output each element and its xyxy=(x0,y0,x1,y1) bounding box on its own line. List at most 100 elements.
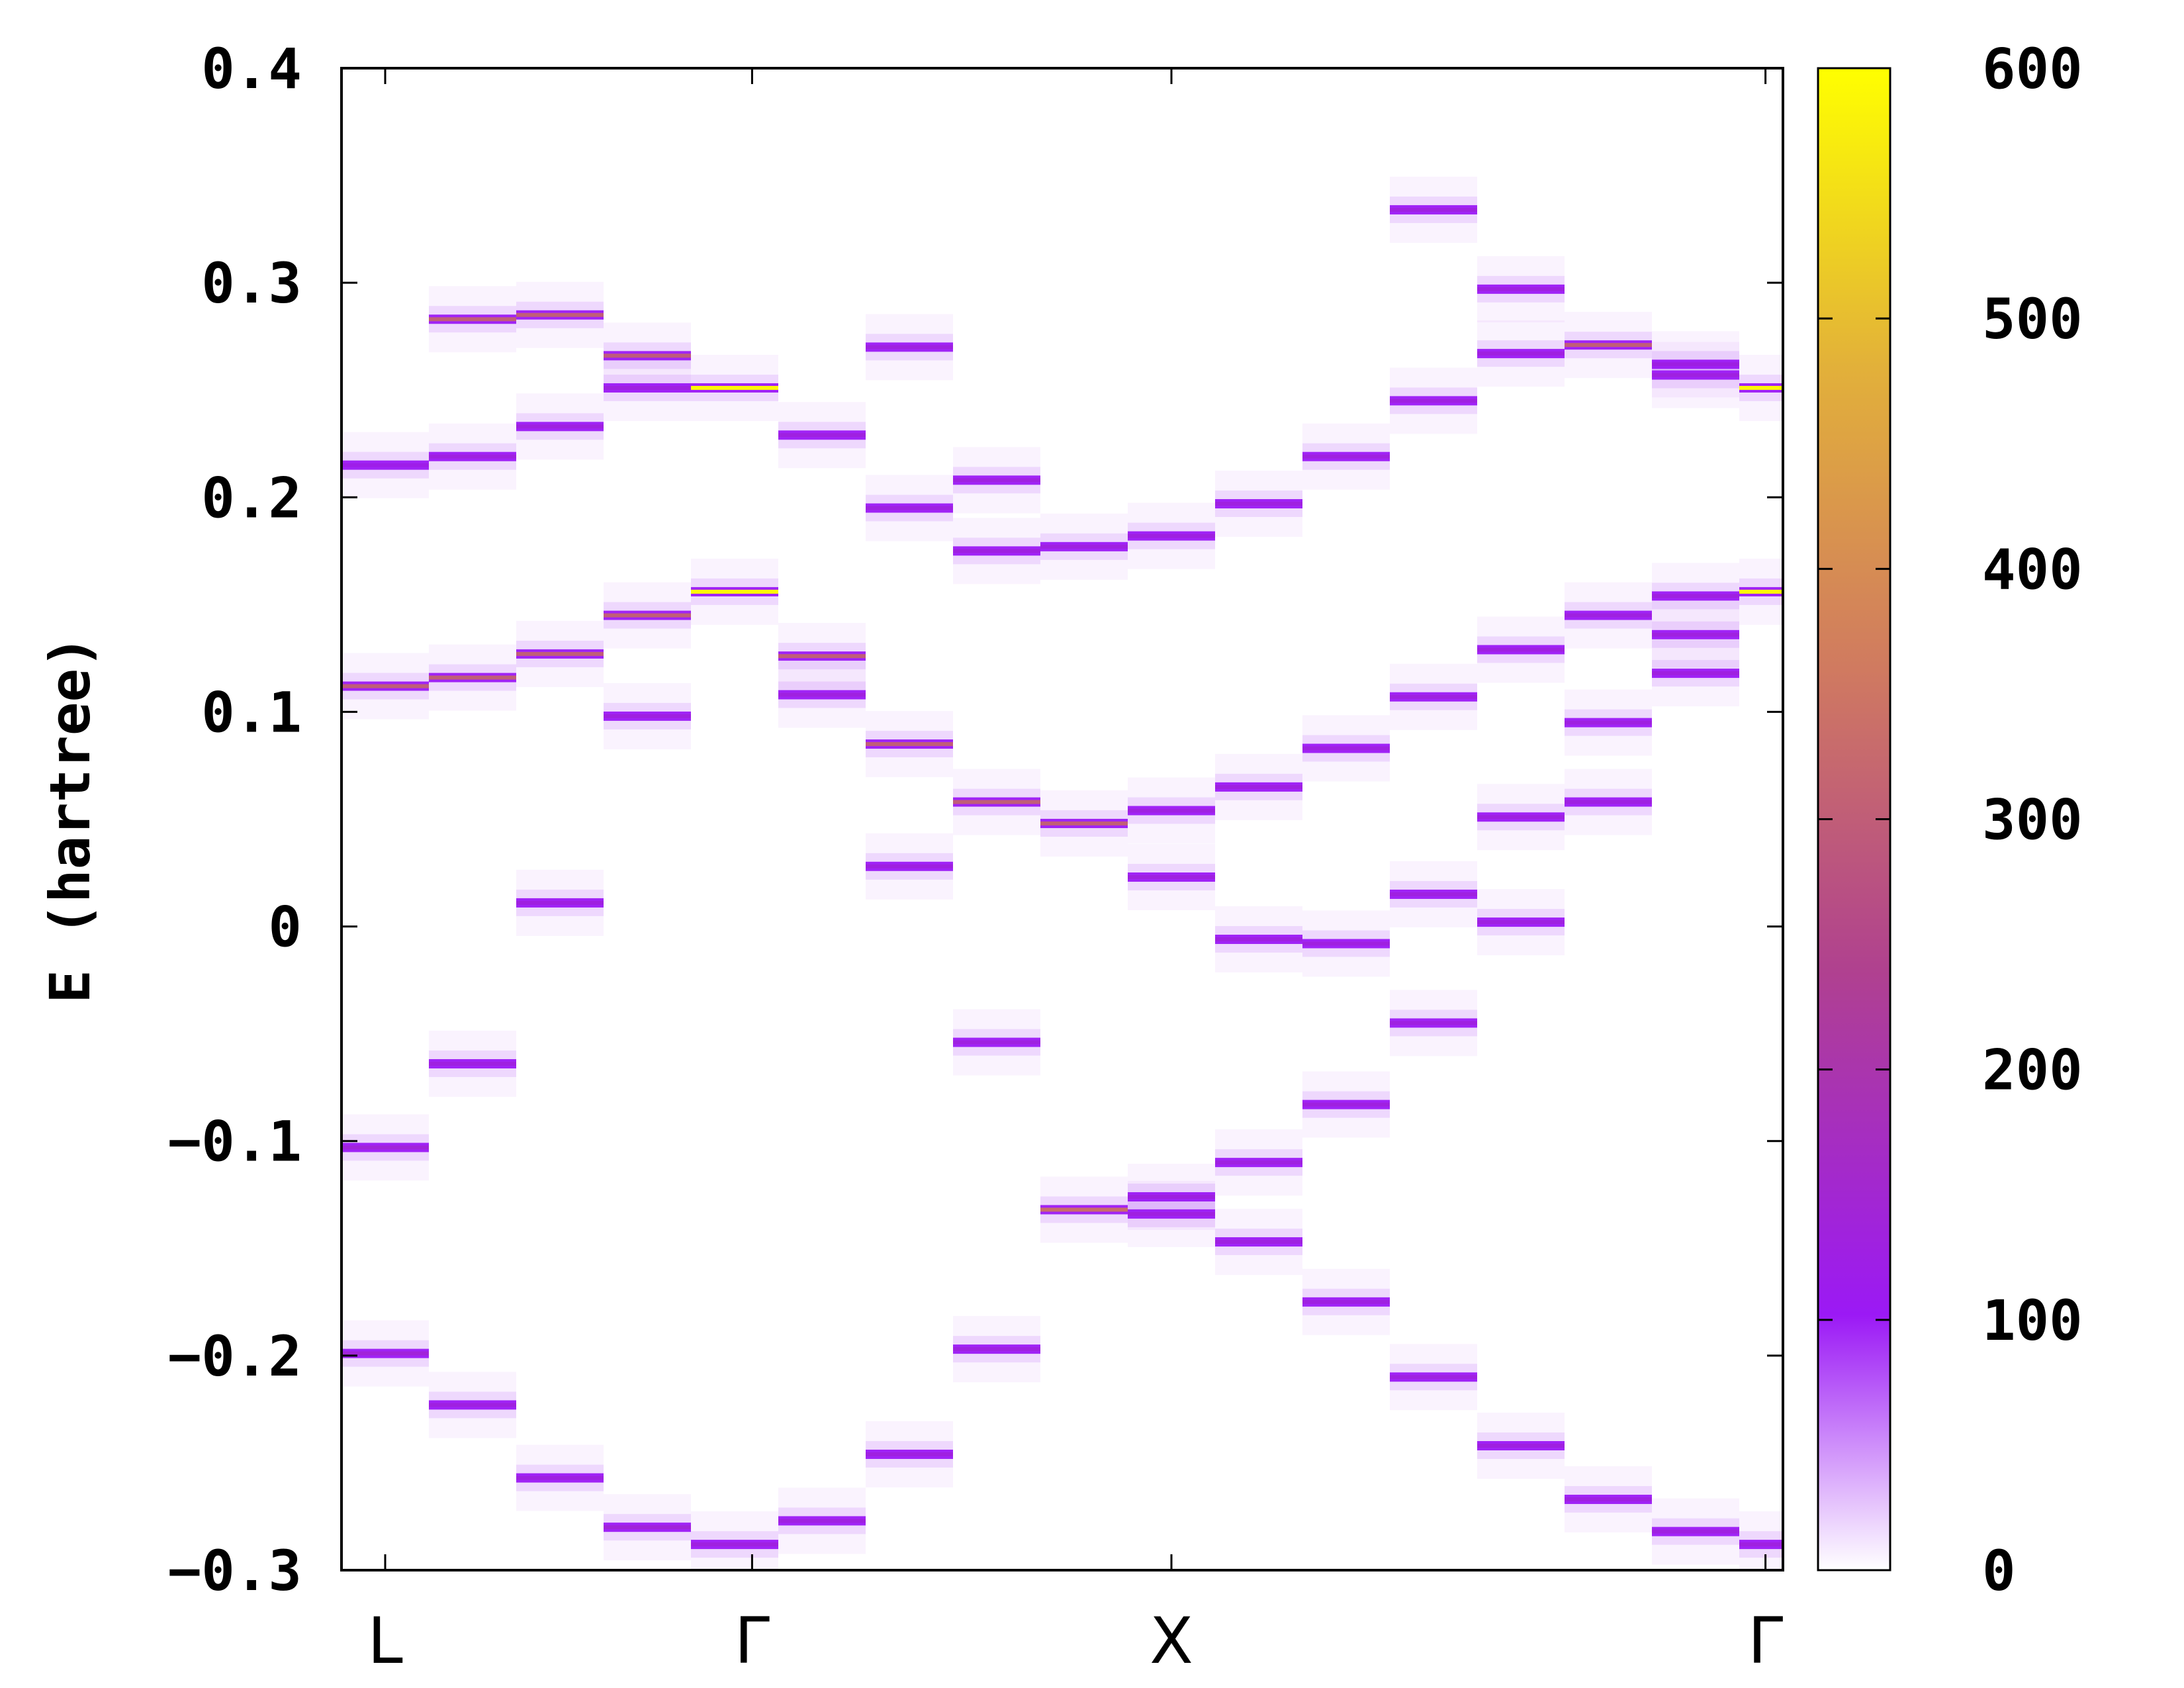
band-core xyxy=(1128,1211,1215,1216)
band-core xyxy=(1215,1160,1302,1165)
y-tick-label: 0.4 xyxy=(201,36,302,101)
colorbar-tick-label: 500 xyxy=(1982,287,2083,352)
band-core xyxy=(1390,1021,1477,1025)
y-tick-label: 0.2 xyxy=(201,465,302,530)
k-point-label: Γ xyxy=(1748,1604,1783,1678)
band-core xyxy=(953,549,1040,553)
y-tick-label: 0 xyxy=(268,895,302,960)
band-core xyxy=(953,800,1040,804)
band-core xyxy=(1565,800,1652,804)
band-core xyxy=(1652,1529,1739,1534)
y-tick-label: −0.2 xyxy=(168,1324,302,1389)
band-core xyxy=(341,1351,429,1356)
band-core xyxy=(1128,534,1215,538)
plot-axes: 0.4 0.3 0.2 0.1 0 −0.1 −0.2 −0.3 L Γ X Γ xyxy=(168,36,1784,1678)
band-core xyxy=(1040,821,1128,825)
k-point-label: L xyxy=(367,1604,402,1678)
colorbar: 600 500 400 300 200 100 0 xyxy=(1817,36,2083,1603)
band-core xyxy=(953,1040,1040,1045)
band-core xyxy=(1739,589,1783,594)
band-core xyxy=(778,692,866,697)
band-core xyxy=(778,1519,866,1523)
plot-frame xyxy=(340,67,1784,1571)
band-core xyxy=(1652,594,1739,598)
band-core xyxy=(691,589,778,594)
band-core xyxy=(516,900,604,905)
band-core xyxy=(866,506,953,510)
colorbar-tick-label: 100 xyxy=(1982,1288,2083,1353)
band-core xyxy=(1215,937,1302,942)
band-core xyxy=(1390,892,1477,896)
band-core xyxy=(1739,1542,1783,1547)
band-core xyxy=(1477,815,1565,820)
band-core xyxy=(1652,632,1739,637)
band-core xyxy=(1040,1207,1128,1212)
band-core xyxy=(1302,1299,1390,1304)
band-core xyxy=(341,463,429,467)
axis-labels: E (hartree) xyxy=(38,635,103,1003)
band-core xyxy=(516,1476,604,1480)
band-core xyxy=(1652,671,1739,676)
band-core xyxy=(429,675,516,680)
band-core xyxy=(429,454,516,459)
band-core xyxy=(1477,1443,1565,1448)
band-core xyxy=(866,1452,953,1456)
band-core xyxy=(1565,613,1652,618)
band-core xyxy=(866,742,953,747)
band-core xyxy=(691,385,778,390)
k-point-label: X xyxy=(1150,1604,1193,1678)
k-point-label: Γ xyxy=(735,1604,770,1678)
band-core xyxy=(691,1542,778,1547)
colorbar-tick-label: 300 xyxy=(1982,788,2083,853)
band-core xyxy=(1477,647,1565,652)
band-core xyxy=(1215,784,1302,789)
band-core xyxy=(1477,287,1565,291)
band-core xyxy=(516,312,604,317)
band-core xyxy=(1128,1194,1215,1199)
y-tick-label: 0.1 xyxy=(201,680,302,745)
band-core xyxy=(1390,1375,1477,1380)
band-core xyxy=(429,317,516,322)
band-core xyxy=(341,684,429,688)
band-core xyxy=(953,1347,1040,1352)
band-core xyxy=(778,433,866,438)
y-axis-title: E (hartree) xyxy=(38,635,103,1003)
y-tick-label: 0.3 xyxy=(201,251,302,316)
band-core xyxy=(604,353,691,358)
colorbar-tick-label: 200 xyxy=(1982,1038,2083,1103)
band-core xyxy=(1652,362,1739,367)
band-core xyxy=(1215,1240,1302,1244)
band-core xyxy=(1302,1102,1390,1107)
band-core xyxy=(1302,746,1390,751)
band-core xyxy=(1565,720,1652,725)
band-core xyxy=(604,1525,691,1530)
band-core xyxy=(866,345,953,350)
colorbar-tick-label: 600 xyxy=(1982,36,2083,101)
band-core xyxy=(866,864,953,868)
band-core xyxy=(953,478,1040,483)
band-core xyxy=(604,714,691,718)
band-core xyxy=(1215,502,1302,506)
band-core xyxy=(1565,343,1652,348)
band-core xyxy=(604,613,691,618)
y-tick-label: −0.3 xyxy=(168,1538,302,1603)
band-core xyxy=(1565,1497,1652,1502)
band-core xyxy=(341,1145,429,1150)
band-core xyxy=(1390,207,1477,212)
band-core xyxy=(1302,454,1390,459)
band-core xyxy=(1128,808,1215,813)
band-core xyxy=(516,651,604,656)
band-core xyxy=(1477,920,1565,925)
band-core xyxy=(1739,385,1783,390)
band-core xyxy=(1390,399,1477,403)
spectral-bands xyxy=(341,176,1783,1570)
band-core xyxy=(1477,352,1565,356)
band-core xyxy=(1128,875,1215,880)
band-core xyxy=(429,1062,516,1066)
band-core xyxy=(429,1403,516,1407)
y-tick-label: −0.1 xyxy=(168,1109,302,1174)
band-core xyxy=(778,654,866,659)
band-core xyxy=(1652,373,1739,377)
band-core xyxy=(516,424,604,429)
